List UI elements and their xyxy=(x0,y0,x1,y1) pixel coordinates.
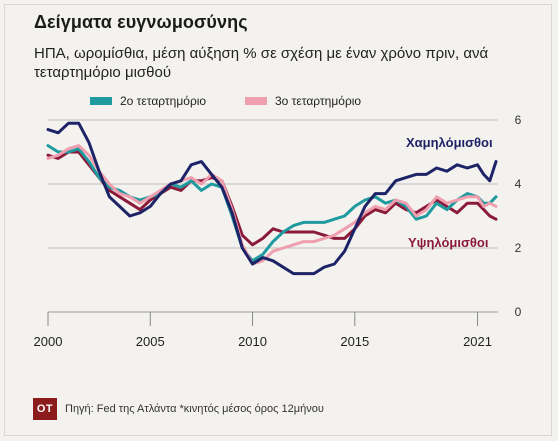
x-tick-label: 2000 xyxy=(34,334,63,349)
annotation-low-earners: Χαμηλόμισθοι xyxy=(406,135,493,150)
y-tick-label: 2 xyxy=(515,241,522,255)
footer: ΟΤ Πηγή: Fed της Ατλάντα *κινητός μέσος … xyxy=(33,398,324,420)
chart-subtitle: ΗΠΑ, ωρομίσθια, μέση αύξηση % σε σχέση μ… xyxy=(34,45,489,81)
y-tick-label: 0 xyxy=(515,305,522,319)
legend-swatch-1 xyxy=(245,97,267,105)
publisher-logo: ΟΤ xyxy=(33,398,57,420)
legend-swatch-0 xyxy=(90,97,112,105)
series-line-0 xyxy=(46,150,498,247)
legend-label-1: 3ο τεταρτημόριο xyxy=(275,94,361,108)
chart-frame xyxy=(4,4,552,436)
chart-title: Δείγματα ευγνωμοσύνης xyxy=(34,12,248,32)
y-tick-label: 4 xyxy=(515,177,522,191)
source-note: Πηγή: Fed της Ατλάντα *κινητός μέσος όρο… xyxy=(65,403,324,415)
x-tick-label: 2010 xyxy=(238,334,267,349)
annotation-high-earners: Υψηλόμισθοι xyxy=(408,235,489,250)
legend-label-0: 2ο τεταρτημόριο xyxy=(120,94,206,108)
x-tick-label: 2015 xyxy=(340,334,369,349)
series-line-2 xyxy=(46,144,498,266)
x-tick-label: 2005 xyxy=(136,334,165,349)
x-tick-label: 2021 xyxy=(463,334,492,349)
series-line-3 xyxy=(46,121,498,276)
y-tick-label: 6 xyxy=(515,113,522,127)
series-line-1 xyxy=(46,144,498,263)
